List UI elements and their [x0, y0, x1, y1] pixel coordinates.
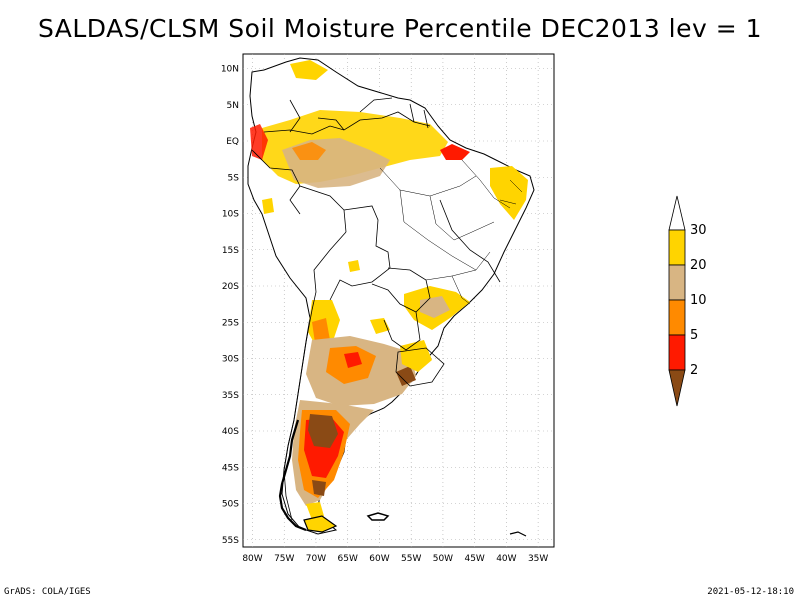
shade-p10-20	[290, 60, 328, 80]
legend-swatch-p20-30	[668, 229, 686, 266]
shade-p2-5	[250, 124, 268, 160]
shade-p2-5	[440, 144, 470, 160]
latitude-tick-label: 30S	[222, 355, 239, 365]
country-borders	[251, 97, 501, 521]
latitude-tick-label: 25S	[222, 318, 239, 328]
grads-credit: GrADS: COLA/IGES	[4, 587, 91, 597]
longitude-tick-label: 70W	[306, 554, 326, 564]
latitude-tick-label: 15S	[222, 246, 239, 256]
legend-swatch-p2-5	[668, 334, 686, 371]
latitude-tick-label: EQ	[226, 137, 239, 147]
percentile-shading	[250, 60, 528, 520]
shade-below2	[396, 366, 416, 386]
legend-label: 2	[690, 363, 698, 378]
longitude-tick-label: 40W	[496, 554, 516, 564]
falkland-islands	[366, 512, 390, 521]
shade-p5-10	[292, 142, 326, 160]
longitude-tick-label: 60W	[369, 554, 389, 564]
longitude-tick-label: 65W	[338, 554, 358, 564]
latitude-tick-label: 5S	[228, 173, 240, 183]
longitude-tick-label: 80W	[242, 554, 262, 564]
latitude-tick-label: 55S	[222, 536, 239, 546]
latitude-tick-label: 10N	[221, 65, 239, 75]
shade-p20-30	[348, 260, 360, 272]
tierra-del-fuego	[303, 515, 338, 533]
latitude-tick-label: 45S	[222, 463, 239, 473]
island-outline	[509, 531, 527, 537]
shade-p20-30	[262, 198, 274, 214]
shade-below2	[308, 414, 338, 448]
shade-below2	[312, 480, 326, 496]
shade-p20-30	[490, 166, 528, 220]
legend-cap-bottom	[668, 369, 686, 407]
longitude-tick-label: 45W	[464, 554, 484, 564]
latitude-tick-label: 20S	[222, 282, 239, 292]
latitude-labels: 10N 5N EQ 5S 10S 15S 20S 25S 30S 35S 40S 45S 50S 55S	[221, 65, 239, 546]
longitude-tick-label: 55W	[401, 554, 421, 564]
latitude-tick-label: 10S	[222, 210, 239, 220]
legend-swatch-p5-10	[668, 299, 686, 336]
legend-label: 20	[690, 258, 707, 273]
shade-p2-5	[344, 352, 362, 368]
latitude-tick-label: 40S	[222, 427, 239, 437]
longitude-tick-label: 50W	[433, 554, 453, 564]
legend-swatch-p10-20	[668, 264, 686, 301]
latitude-tick-label: 5N	[227, 101, 239, 111]
timestamp: 2021-05-12-18:10	[707, 587, 794, 597]
shade-p20-30	[306, 502, 324, 520]
shade-p10-20	[420, 296, 450, 318]
legend-cap-top	[668, 195, 686, 231]
legend-label: 5	[690, 328, 698, 343]
legend-label: 30	[690, 223, 707, 238]
longitude-tick-label: 75W	[274, 554, 294, 564]
longitude-labels: 80W 75W 70W 65W 60W 55W 50W 45W 40W 35W	[242, 554, 548, 564]
inner-boundaries	[379, 159, 523, 305]
legend: 30 20 10 5 2	[668, 195, 707, 407]
latitude-tick-label: 35S	[222, 391, 239, 401]
map-title: SALDAS/CLSM Soil Moisture Percentile DEC…	[37, 14, 763, 43]
longitude-tick-label: 35W	[528, 554, 548, 564]
legend-label: 10	[690, 293, 707, 308]
latitude-tick-label: 50S	[222, 500, 239, 510]
chile-fjords-coast	[278, 419, 307, 532]
